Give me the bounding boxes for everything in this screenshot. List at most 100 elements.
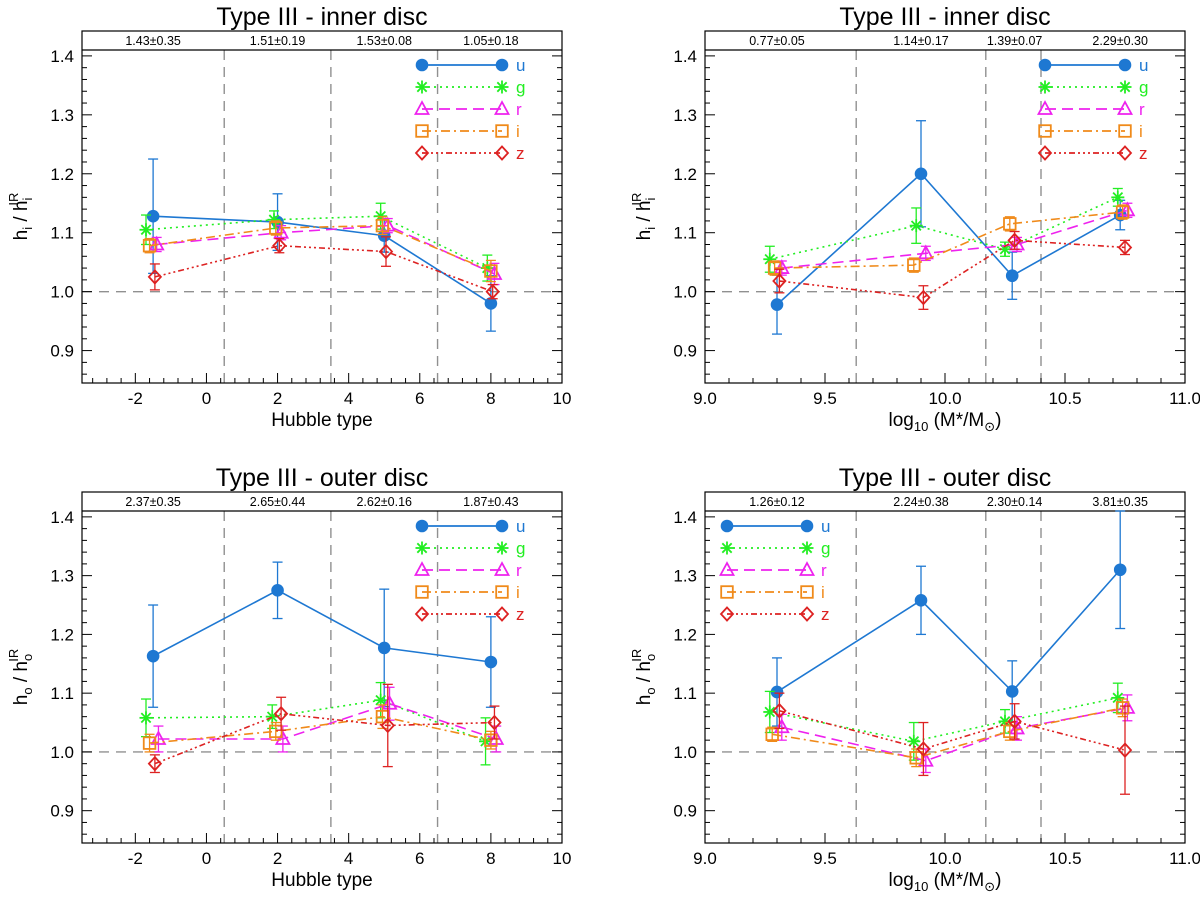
x-tick-label: 4 xyxy=(344,389,353,408)
legend-label-g: g xyxy=(516,539,525,558)
legend-marker-g xyxy=(495,541,509,555)
data-point-z xyxy=(147,755,163,772)
legend-marker-r xyxy=(493,100,511,115)
y-tick-label: 0.9 xyxy=(50,802,74,821)
legend-marker-i xyxy=(495,124,509,138)
data-point-r xyxy=(148,235,165,251)
data-point-r xyxy=(1119,201,1136,217)
error-bar-z xyxy=(382,683,393,768)
legend-marker-g xyxy=(800,541,814,555)
y-tick-label: 1.3 xyxy=(50,567,74,586)
x-tick-label: 9.5 xyxy=(813,389,837,408)
data-point-u xyxy=(484,655,498,669)
data-point-z xyxy=(485,283,500,300)
x-tick-label: 0 xyxy=(202,389,211,408)
data-point-z xyxy=(1117,742,1133,758)
bin-annotation: 1.87±0.43 xyxy=(463,495,519,509)
data-point-r xyxy=(917,244,934,260)
series-g xyxy=(139,202,494,282)
y-tick-label: 1.1 xyxy=(673,684,697,703)
bin-annotation: 3.81±0.35 xyxy=(1092,495,1148,509)
error-bar-i xyxy=(485,259,496,283)
y-tick-label: 0.9 xyxy=(50,342,74,361)
legend-label-r: r xyxy=(821,561,827,580)
series-z xyxy=(147,683,502,774)
data-point-z xyxy=(378,243,394,260)
error-bar-i xyxy=(144,237,155,254)
data-point-u xyxy=(1005,269,1019,283)
x-tick-label: 10.5 xyxy=(1048,389,1081,408)
series-line-g xyxy=(769,697,1118,743)
series-u xyxy=(146,158,498,332)
legend-label-i: i xyxy=(516,122,520,141)
data-point-u xyxy=(914,167,928,181)
legend-marker-z xyxy=(1037,145,1053,161)
legend-label-z: z xyxy=(1139,144,1148,163)
legend-marker-z xyxy=(1117,145,1133,161)
data-point-u xyxy=(146,209,160,223)
bin-annotation: 2.30±0.14 xyxy=(987,495,1043,509)
data-point-z xyxy=(273,705,289,722)
data-point-z xyxy=(1007,232,1022,249)
data-point-r xyxy=(773,259,790,274)
series-z xyxy=(772,692,1133,795)
legend-label-r: r xyxy=(1139,100,1145,119)
x-tick-label: 10.0 xyxy=(928,389,961,408)
series-line-g xyxy=(769,196,1119,261)
y-tick-label: 0.9 xyxy=(673,342,697,361)
data-point-u xyxy=(1113,563,1127,577)
series-i xyxy=(142,704,498,753)
legend-label-u: u xyxy=(516,517,525,536)
error-bar-z xyxy=(149,263,160,291)
x-tick-label: 6 xyxy=(415,849,424,868)
legend-marker-z xyxy=(494,606,510,622)
error-bar-z xyxy=(1009,703,1020,740)
data-point-i xyxy=(1003,724,1017,739)
y-tick-label: 1.2 xyxy=(50,625,74,644)
x-tick-label: 11.0 xyxy=(1169,849,1200,868)
legend-marker-u xyxy=(495,58,509,72)
series-g xyxy=(763,187,1125,273)
legend-marker-z xyxy=(494,145,510,161)
panel-4: Type III - outer disc 1.26±0.12 2.24±0.38 2… xyxy=(629,464,1200,894)
x-tick-label: 6 xyxy=(415,389,424,408)
x-tick-label: 0 xyxy=(202,849,211,868)
x-tick-label: 2 xyxy=(273,849,282,868)
legend-marker-i xyxy=(1038,124,1052,138)
legend-label-u: u xyxy=(1139,56,1148,75)
x-tick-label: 10 xyxy=(553,389,572,408)
y-axis-label: hi / hiIR xyxy=(629,193,658,241)
data-point-z xyxy=(147,269,163,285)
y-tick-label: 1.3 xyxy=(673,106,697,125)
x-tick-label: 10.0 xyxy=(928,849,961,868)
data-point-z xyxy=(380,717,396,734)
data-point-r xyxy=(381,694,398,710)
x-tick-label: -2 xyxy=(128,389,143,408)
legend-marker-u xyxy=(415,58,429,72)
panel-3: Type III - outer disc 2.37±0.35 2.65±0.44 2… xyxy=(6,464,571,891)
legend-marker-r xyxy=(413,561,431,576)
data-point-u xyxy=(271,584,284,597)
data-point-i xyxy=(1115,701,1130,715)
error-bar-i xyxy=(767,726,778,742)
data-point-z xyxy=(772,702,787,719)
x-tick-label: 9.5 xyxy=(813,849,837,868)
data-point-r xyxy=(773,718,790,734)
legend-label-g: g xyxy=(821,539,830,558)
series-line-z xyxy=(779,239,1126,299)
legend-marker-z xyxy=(414,145,430,161)
y-tick-label: 1.1 xyxy=(50,224,74,243)
y-axis-label: ho / hoIR xyxy=(6,649,35,705)
legend-marker-z xyxy=(414,606,430,622)
y-axis-label: ho / hoIR xyxy=(629,649,658,705)
error-bar-z xyxy=(489,705,500,740)
data-point-g xyxy=(139,711,153,725)
legend-marker-g xyxy=(720,541,734,555)
chart-title: Type III - outer disc xyxy=(839,464,1052,492)
data-point-z xyxy=(916,289,931,306)
data-point-u xyxy=(1005,685,1019,698)
data-point-i xyxy=(142,736,157,750)
data-point-r xyxy=(273,223,290,239)
